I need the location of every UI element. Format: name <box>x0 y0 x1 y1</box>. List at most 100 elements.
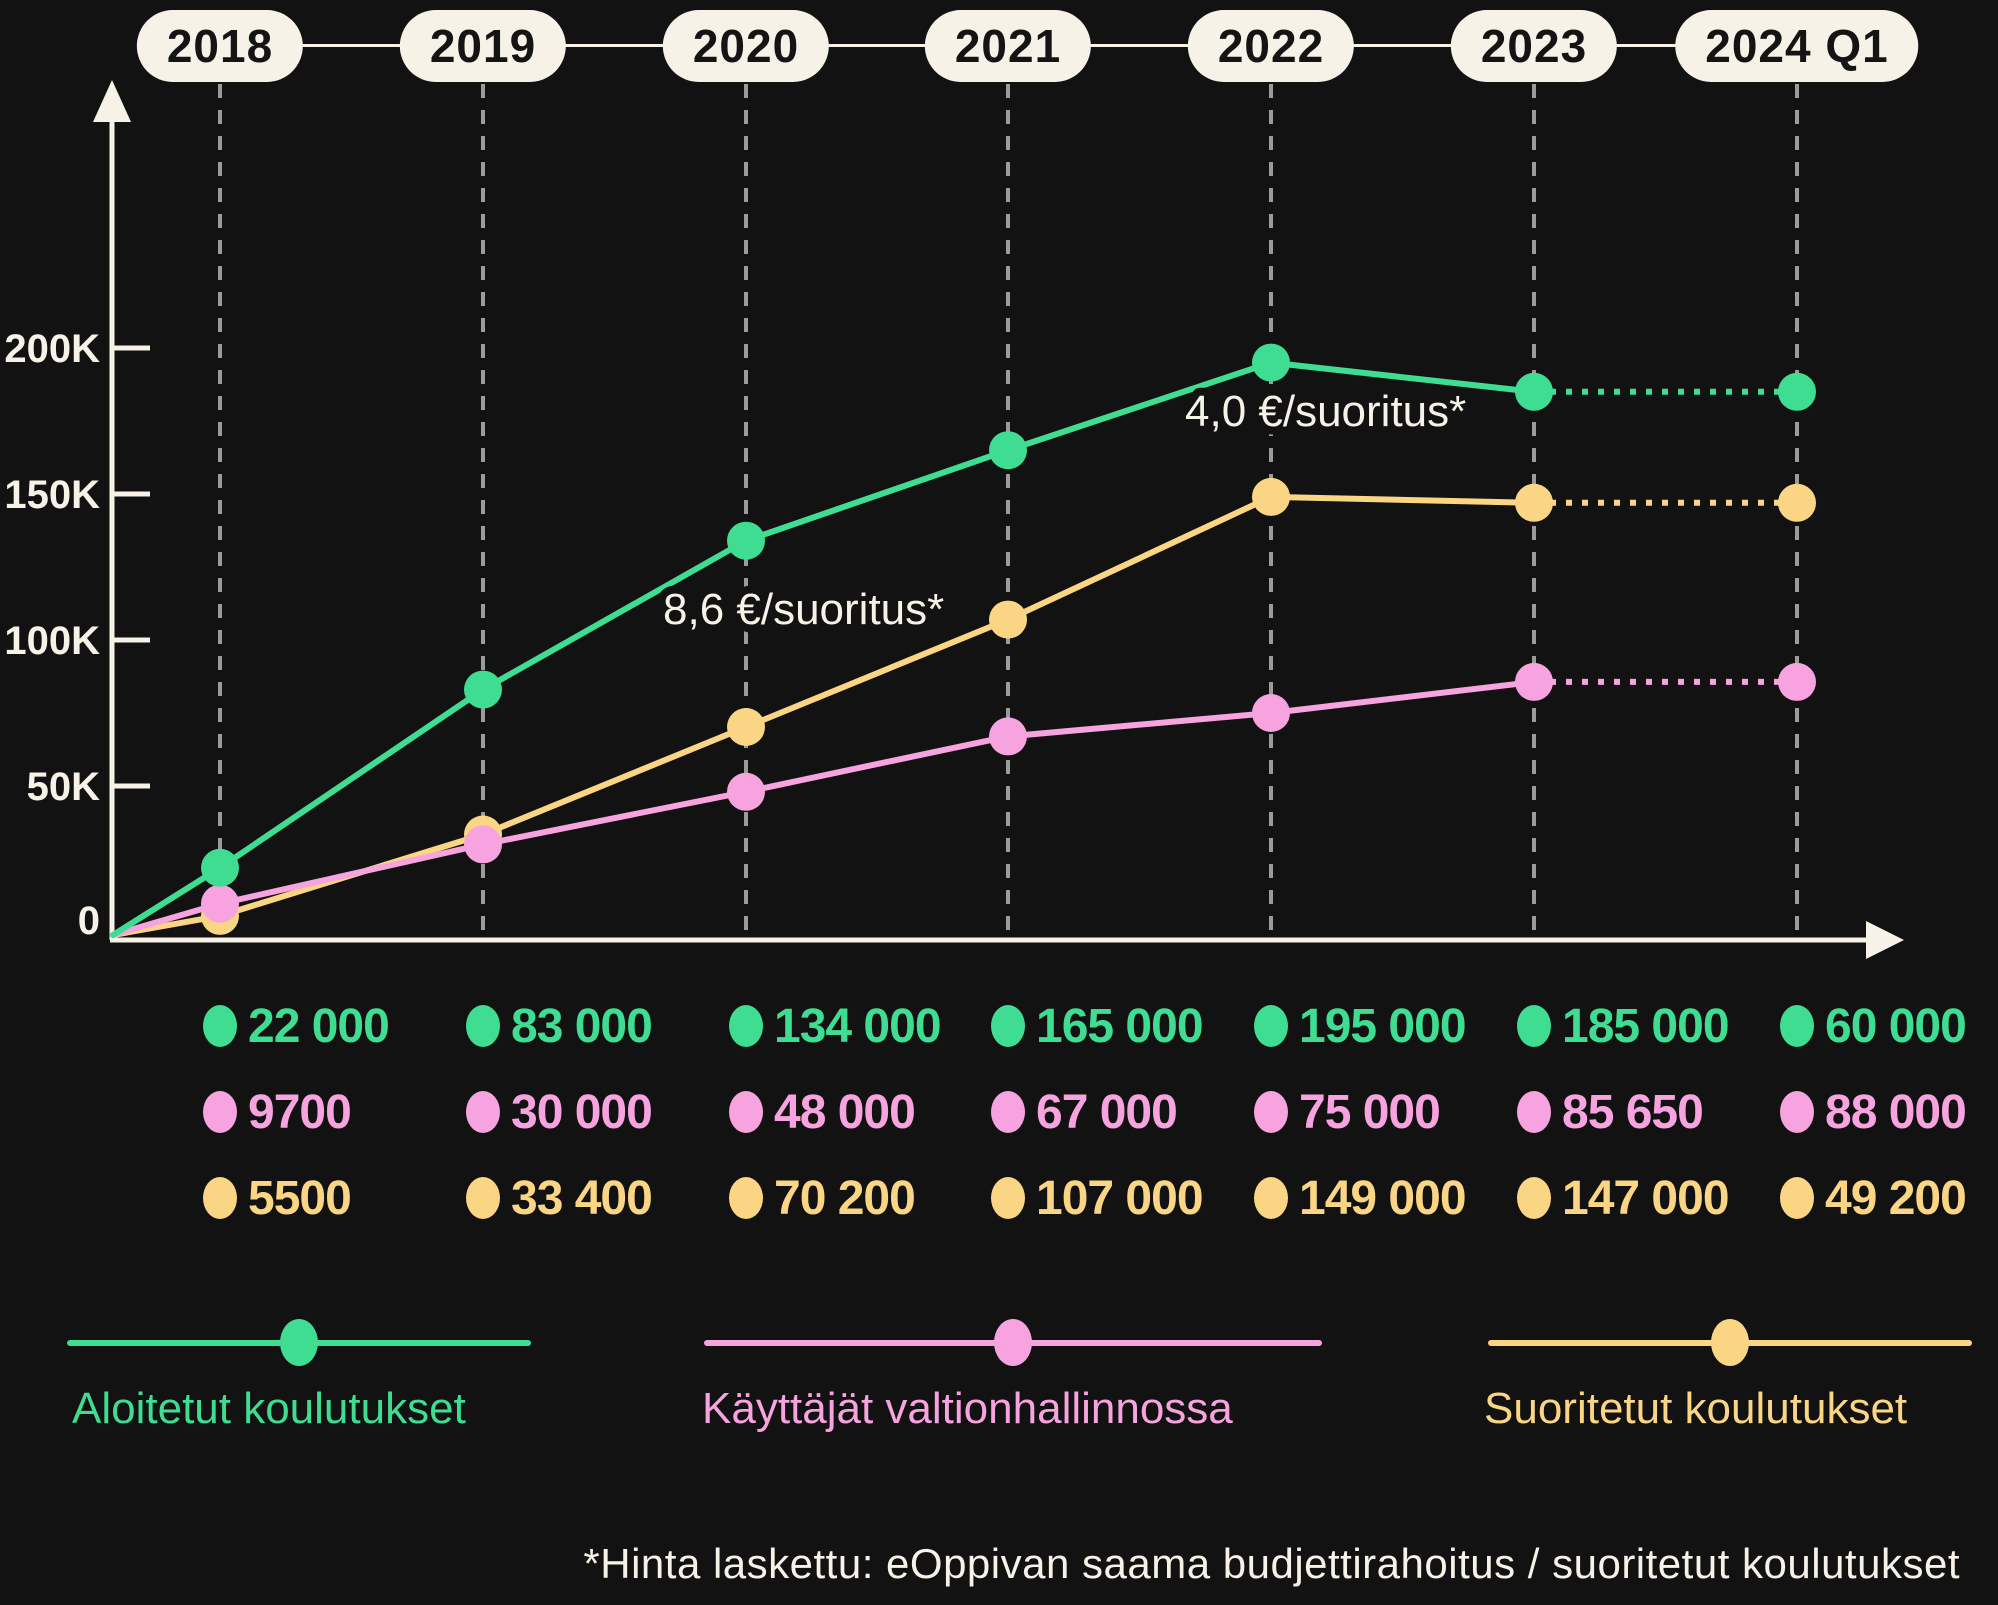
data-point-kayttajat-valtionhallinnossa <box>989 717 1027 756</box>
y-tick-label: 200K <box>4 327 100 371</box>
value-label: 49 200 <box>1825 1171 1967 1225</box>
value-label: 30 000 <box>511 1085 653 1139</box>
value-cell: 134 000 <box>729 999 942 1053</box>
value-label: 149 000 <box>1299 1171 1467 1225</box>
bullet-icon <box>1254 1177 1288 1219</box>
value-cell: 88 000 <box>1780 1085 1967 1139</box>
data-point-kayttajat-valtionhallinnossa <box>1778 662 1816 701</box>
data-point-kayttajat-valtionhallinnossa <box>201 884 239 923</box>
value-cell: 33 400 <box>466 1171 653 1225</box>
bullet-icon <box>1254 1005 1288 1047</box>
bullet-icon <box>1780 1177 1814 1219</box>
data-point-kayttajat-valtionhallinnossa <box>727 772 765 811</box>
data-point-aloitetut-koulutukset <box>1515 372 1553 411</box>
value-cell: 149 000 <box>1254 1171 1467 1225</box>
value-cell: 107 000 <box>991 1171 1204 1225</box>
bullet-icon <box>729 1177 763 1219</box>
data-point-aloitetut-koulutukset <box>1252 343 1290 382</box>
value-label: 195 000 <box>1299 999 1467 1053</box>
data-point-aloitetut-koulutukset <box>464 670 502 709</box>
legend-label: Suoritetut koulutukset <box>1484 1384 1908 1433</box>
value-label: 48 000 <box>774 1085 916 1139</box>
y-tick-label: 0 <box>78 899 100 943</box>
bullet-icon <box>203 1005 237 1047</box>
value-cell: 60 000 <box>1780 999 1967 1053</box>
year-pill-2020: 2020 <box>662 10 830 82</box>
value-cell: 70 200 <box>729 1171 916 1225</box>
data-point-suoritetut-koulutukset <box>1515 483 1553 522</box>
value-label: 88 000 <box>1825 1085 1967 1139</box>
data-point-kayttajat-valtionhallinnossa <box>1515 662 1553 701</box>
year-pill-2019: 2019 <box>399 10 567 82</box>
year-pill-2023: 2023 <box>1450 10 1618 82</box>
value-label: 22 000 <box>248 999 390 1053</box>
series-line-suoritetut-koulutukset <box>110 493 1537 938</box>
data-point-kayttajat-valtionhallinnossa <box>1252 694 1290 732</box>
series-line-aloitetut-koulutukset <box>110 359 1537 938</box>
year-pill-2018: 2018 <box>136 10 304 82</box>
series-line-kayttajat-valtionhallinnossa <box>110 678 1537 938</box>
value-label: 107 000 <box>1036 1171 1204 1225</box>
year-pill-2021: 2021 <box>924 10 1092 82</box>
value-label: 33 400 <box>511 1171 653 1225</box>
bullet-icon <box>991 1005 1025 1047</box>
x-axis-arrow-icon <box>1866 921 1904 959</box>
legend-dot-icon <box>1711 1319 1749 1366</box>
value-cell: 48 000 <box>729 1085 916 1139</box>
footnote: *Hinta laskettu: eOppivan saama budjetti… <box>583 1540 1960 1587</box>
value-cell: 9700 <box>203 1085 352 1139</box>
value-cell: 30 000 <box>466 1085 653 1139</box>
bullet-icon <box>991 1177 1025 1219</box>
value-cell: 5500 <box>203 1171 352 1225</box>
value-cell: 67 000 <box>991 1086 1178 1139</box>
data-point-aloitetut-koulutukset <box>727 521 765 560</box>
bullet-icon <box>466 1005 500 1047</box>
year-pill-2024-q1: 2024 Q1 <box>1675 10 1919 82</box>
value-cell: 195 000 <box>1254 999 1467 1053</box>
annotation-price-per-completion-1: 8,6 €/suoritus* <box>663 585 944 634</box>
value-label: 75 000 <box>1299 1085 1441 1139</box>
value-label: 134 000 <box>774 999 942 1053</box>
value-label: 9700 <box>248 1085 352 1139</box>
data-point-aloitetut-koulutukset <box>201 848 239 887</box>
value-row-aloitetut-koulutukset: 22 000 83 000 134 000 165 000 195 000 185 000… <box>0 999 1998 1053</box>
y-tick-label: 50K <box>27 765 100 809</box>
legend-dot-icon <box>994 1319 1032 1366</box>
legend-dot-icon <box>280 1319 318 1366</box>
data-point-suoritetut-koulutukset <box>727 708 765 746</box>
bullet-icon <box>1780 1091 1814 1133</box>
value-cell: 22 000 <box>203 999 390 1053</box>
bullet-icon <box>466 1177 500 1219</box>
value-label: 165 000 <box>1036 999 1204 1053</box>
bullet-icon <box>466 1091 500 1133</box>
bullet-icon <box>991 1091 1025 1133</box>
value-label: 5500 <box>248 1171 352 1225</box>
data-point-suoritetut-koulutukset <box>1252 477 1290 516</box>
value-label: 83 000 <box>511 999 653 1053</box>
value-cell: 185 000 <box>1517 1000 1730 1053</box>
legend-label: Aloitetut koulutukset <box>72 1384 466 1433</box>
bullet-icon <box>729 1091 763 1133</box>
data-point-kayttajat-valtionhallinnossa <box>464 825 502 864</box>
data-point-aloitetut-koulutukset <box>1778 372 1816 411</box>
year-pill-2022: 2022 <box>1187 10 1355 82</box>
value-row-suoritetut-koulutukset: 5500 33 400 70 200 107 000 149 000 147 000 49 … <box>0 1171 1998 1225</box>
value-label: 147 000 <box>1562 1171 1730 1225</box>
y-tick-label: 150K <box>4 473 100 517</box>
value-cell: 49 200 <box>1780 1171 1967 1225</box>
data-point-suoritetut-koulutukset <box>1778 483 1816 522</box>
bullet-icon <box>1517 1091 1551 1133</box>
value-cell: 165 000 <box>991 999 1204 1053</box>
y-tick-label: 100K <box>4 619 100 663</box>
bullet-icon <box>203 1091 237 1133</box>
value-label: 60 000 <box>1825 999 1967 1053</box>
value-label: 70 200 <box>774 1171 916 1225</box>
value-row-kayttajat-valtionhallinnossa: 9700 30 000 48 000 67 000 75 000 85 650 88 000 <box>0 1085 1998 1139</box>
bullet-icon <box>729 1005 763 1047</box>
value-cell: 83 000 <box>466 999 653 1053</box>
data-point-suoritetut-koulutukset <box>989 600 1027 639</box>
bullet-icon <box>1780 1005 1814 1047</box>
bullet-icon <box>1517 1005 1551 1047</box>
